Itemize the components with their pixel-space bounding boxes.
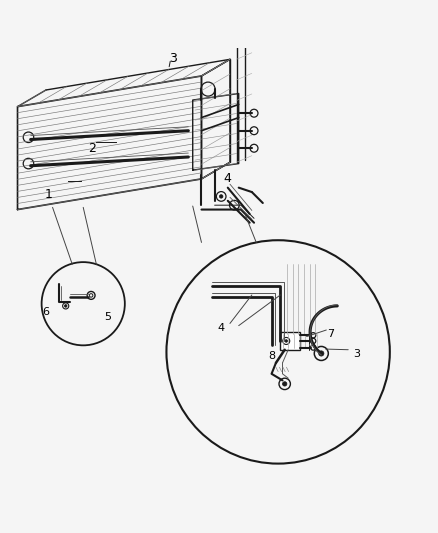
Circle shape [319, 351, 324, 356]
Text: 7: 7 [327, 329, 334, 340]
Text: 5: 5 [104, 312, 111, 322]
Circle shape [64, 304, 67, 307]
Bar [280, 332, 300, 350]
Text: 8: 8 [268, 351, 275, 361]
Text: 2: 2 [88, 142, 96, 155]
Text: 1: 1 [45, 188, 53, 201]
Circle shape [283, 382, 287, 386]
Circle shape [219, 195, 223, 198]
Text: 4: 4 [218, 323, 225, 333]
Circle shape [285, 340, 287, 342]
Text: 3: 3 [353, 349, 360, 359]
Text: 3: 3 [169, 52, 177, 65]
Text: 6: 6 [42, 308, 49, 318]
Text: 4: 4 [224, 172, 232, 185]
